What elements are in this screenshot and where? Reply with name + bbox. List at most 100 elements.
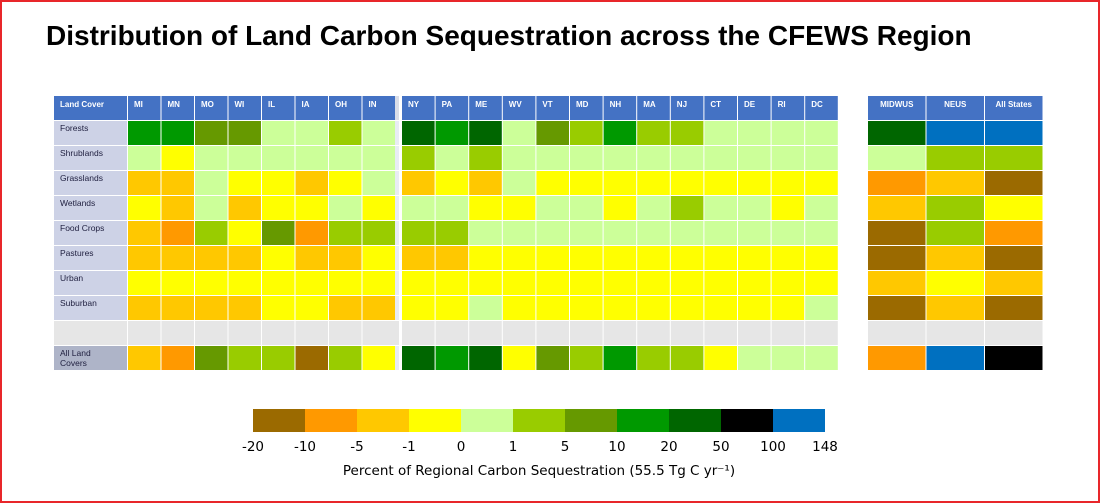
- heat-cell-grasslands-de: [738, 171, 771, 195]
- heat-cell-food-crops-dc: [805, 221, 838, 245]
- heat-cell-forests-ia: [295, 121, 328, 145]
- heat-cell-suburban-ma: [637, 296, 670, 320]
- heat-cell-wetlands-ct: [704, 196, 737, 220]
- heat-cell-all-land-covers-ny: [402, 346, 435, 370]
- heat-cell-all-land-covers-neus: [926, 346, 984, 370]
- column-header-nj: [670, 96, 704, 120]
- heat-cell-blank-oh: [329, 321, 362, 345]
- heat-cell-wetlands-md: [570, 196, 603, 220]
- heat-cell-wetlands-mn: [161, 196, 194, 220]
- heat-cell-grasslands-wi: [228, 171, 261, 195]
- legend-axis-title: Percent of Regional Carbon Sequestration…: [343, 463, 735, 479]
- heat-cell-forests-md: [570, 121, 603, 145]
- heat-cell-pastures-de: [738, 246, 771, 270]
- heat-cell-pastures-vt: [536, 246, 569, 270]
- column-header-label: CT: [710, 100, 721, 109]
- row-label: Food Crops: [60, 223, 104, 233]
- heat-cell-grasslands-me: [469, 171, 502, 195]
- column-header-all-states: [985, 96, 1043, 120]
- heat-cell-pastures-oh: [329, 246, 362, 270]
- heat-cell-suburban-ia: [295, 296, 328, 320]
- heat-cell-grasslands-pa: [435, 171, 469, 195]
- heat-cell-blank-all-states: [985, 321, 1043, 345]
- heat-cell-shrublands-oh: [329, 146, 362, 170]
- heat-cell-food-crops-vt: [536, 221, 569, 245]
- column-header-label: ME: [475, 100, 488, 109]
- heat-cell-grasslands-ma: [637, 171, 670, 195]
- legend-tick-label: -5: [350, 439, 363, 455]
- legend-tick-label: 50: [712, 439, 729, 455]
- heat-cell-urban-wv: [502, 271, 536, 295]
- column-header-dc: [805, 96, 838, 120]
- heat-cell-blank-neus: [926, 321, 984, 345]
- column-header-ma: [637, 96, 670, 120]
- column-header-nh: [603, 96, 637, 120]
- row-label: All Land: [60, 348, 91, 358]
- heat-cell-shrublands-neus: [926, 146, 984, 170]
- heat-cell-blank-nj: [670, 321, 704, 345]
- heat-cell-suburban-md: [570, 296, 603, 320]
- heat-cell-food-crops-mn: [161, 221, 194, 245]
- row-label: Shrublands: [60, 148, 103, 158]
- heat-cell-shrublands-wv: [502, 146, 536, 170]
- row-label: Grasslands: [60, 173, 103, 183]
- column-header-label: MN: [168, 100, 181, 109]
- heat-cell-all-land-covers-md: [570, 346, 603, 370]
- heat-cell-wetlands-in: [362, 196, 395, 220]
- legend-swatch-7: [617, 409, 669, 432]
- heat-cell-pastures-ny: [402, 246, 435, 270]
- heat-cell-all-land-covers-ma: [637, 346, 670, 370]
- legend-tick-label: 148: [812, 439, 838, 455]
- column-header-label: All States: [996, 100, 1033, 109]
- legend-tick-label: 0: [457, 439, 466, 455]
- heat-cell-pastures-in: [362, 246, 395, 270]
- heat-cell-grasslands-mi: [128, 171, 161, 195]
- column-header-label: NJ: [677, 100, 687, 109]
- heat-cell-shrublands-de: [738, 146, 771, 170]
- column-header-label: IL: [268, 100, 275, 109]
- column-header-neus: [926, 96, 984, 120]
- heat-cell-forests-nj: [670, 121, 704, 145]
- column-header-label: MO: [201, 100, 214, 109]
- heat-cell-shrublands-all-states: [985, 146, 1043, 170]
- heat-cell-all-land-covers-il: [262, 346, 295, 370]
- chart-title: Distribution of Land Carbon Sequestratio…: [46, 20, 972, 51]
- column-header-ny: [402, 96, 435, 120]
- column-header-label: NY: [408, 100, 420, 109]
- heat-cell-forests-il: [262, 121, 295, 145]
- heat-cell-forests-wv: [502, 121, 536, 145]
- heat-cell-food-crops-wi: [228, 221, 261, 245]
- heat-cell-grasslands-mn: [161, 171, 194, 195]
- heat-cell-suburban-nh: [603, 296, 637, 320]
- row-label-cell-forests: [54, 121, 127, 145]
- heat-cell-all-land-covers-nj: [670, 346, 704, 370]
- heat-cell-shrublands-pa: [435, 146, 469, 170]
- heat-cell-pastures-dc: [805, 246, 838, 270]
- column-header-il: [262, 96, 295, 120]
- heat-cell-all-land-covers-dc: [805, 346, 838, 370]
- column-header-label: VT: [542, 100, 552, 109]
- heat-cell-shrublands-in: [362, 146, 395, 170]
- heat-cell-wetlands-me: [469, 196, 502, 220]
- heat-cell-forests-wi: [228, 121, 261, 145]
- heat-cell-food-crops-in: [362, 221, 395, 245]
- heat-cell-all-land-covers-pa: [435, 346, 469, 370]
- heat-cell-shrublands-ia: [295, 146, 328, 170]
- heat-cell-urban-in: [362, 271, 395, 295]
- heat-cell-shrublands-mn: [161, 146, 194, 170]
- heat-cell-grasslands-all-states: [985, 171, 1043, 195]
- heat-cell-forests-mi: [128, 121, 161, 145]
- legend-tick-label: 10: [608, 439, 625, 455]
- column-header-label: NEUS: [944, 100, 967, 109]
- column-header-wv: [502, 96, 536, 120]
- heat-cell-urban-neus: [926, 271, 984, 295]
- column-header-label: PA: [442, 100, 453, 109]
- column-header-label: WV: [509, 100, 523, 109]
- heat-cell-food-crops-wv: [502, 221, 536, 245]
- column-header-wi: [228, 96, 261, 120]
- column-header-label: DC: [811, 100, 823, 109]
- heat-cell-grasslands-neus: [926, 171, 984, 195]
- heat-cell-all-land-covers-ri: [771, 346, 805, 370]
- heat-cell-urban-pa: [435, 271, 469, 295]
